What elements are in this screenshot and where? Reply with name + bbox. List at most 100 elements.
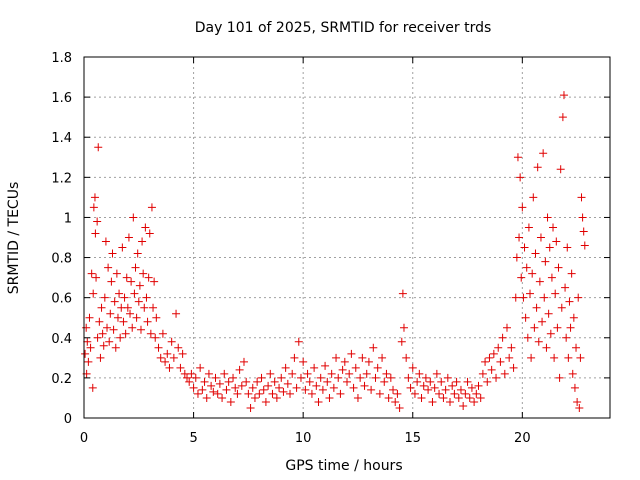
data-point	[539, 149, 548, 158]
data-point	[371, 373, 380, 382]
data-point	[562, 333, 571, 342]
data-point	[343, 377, 351, 386]
data-point	[174, 343, 183, 352]
data-point	[544, 309, 553, 318]
data-point	[147, 203, 156, 212]
data-point	[224, 377, 233, 386]
data-point	[316, 373, 325, 382]
data-point	[218, 393, 227, 402]
data-point	[169, 353, 178, 362]
data-point	[88, 383, 97, 392]
data-point	[577, 193, 586, 202]
data-point	[128, 323, 137, 332]
data-point	[132, 313, 141, 322]
data-point	[559, 91, 568, 100]
data-point	[524, 223, 533, 232]
data-point	[450, 389, 459, 398]
y-tick-label: 0.4	[51, 332, 72, 347]
data-point	[277, 373, 286, 382]
data-point	[426, 377, 435, 386]
data-point	[546, 329, 555, 338]
data-point	[119, 317, 128, 326]
data-point	[336, 389, 345, 398]
data-point	[446, 397, 455, 406]
data-point	[389, 385, 398, 394]
data-point	[492, 373, 501, 382]
data-point	[248, 383, 257, 392]
data-point	[472, 389, 481, 398]
data-point	[435, 389, 444, 398]
data-point	[140, 303, 149, 312]
data-point	[303, 369, 312, 378]
data-point	[549, 223, 558, 232]
data-point	[237, 381, 246, 390]
data-point	[410, 389, 419, 398]
data-point	[489, 349, 498, 358]
data-point	[113, 313, 122, 322]
data-point	[301, 385, 310, 394]
data-point	[576, 353, 585, 362]
data-point	[530, 323, 539, 332]
data-point	[552, 237, 561, 246]
data-point	[382, 369, 391, 378]
data-point	[146, 329, 155, 338]
data-point	[443, 373, 452, 382]
data-point	[239, 357, 248, 366]
x-tick-labels: 0 5 10 15 20	[80, 431, 531, 446]
data-point	[569, 313, 578, 322]
data-point	[138, 237, 147, 246]
data-point	[158, 329, 167, 338]
data-point	[299, 357, 308, 366]
y-tick-label: 1	[64, 211, 72, 226]
data-point	[167, 337, 176, 346]
data-point	[397, 337, 406, 346]
data-point	[439, 393, 448, 402]
data-point	[211, 373, 220, 382]
data-point	[540, 293, 549, 302]
data-point	[518, 203, 527, 212]
data-point	[275, 383, 284, 392]
data-point	[463, 377, 472, 386]
data-point	[566, 323, 575, 332]
data-point	[107, 277, 116, 286]
data-point	[121, 329, 130, 338]
data-point	[233, 389, 242, 398]
data-point	[268, 389, 277, 398]
data-point	[93, 217, 102, 226]
data-point	[207, 381, 216, 390]
data-point	[286, 389, 295, 398]
data-point	[551, 289, 560, 298]
data-point	[314, 397, 323, 406]
data-point	[567, 269, 576, 278]
data-point	[92, 273, 101, 282]
data-point	[459, 401, 468, 410]
data-point	[575, 403, 584, 412]
data-point	[93, 333, 102, 342]
x-tick-label: 15	[404, 431, 421, 446]
data-point	[165, 363, 174, 372]
data-point	[94, 143, 103, 152]
data-point	[547, 273, 556, 282]
data-point	[402, 353, 411, 362]
data-point	[99, 341, 108, 350]
data-point	[97, 303, 106, 312]
data-point	[89, 289, 98, 298]
data-point	[512, 253, 521, 262]
data-point	[494, 343, 503, 352]
chart-title: Day 101 of 2025, SRMTID for receiver trd…	[195, 20, 492, 36]
data-point	[96, 353, 105, 362]
data-point	[467, 383, 476, 392]
data-point	[417, 393, 426, 402]
data-point	[556, 165, 565, 174]
data-point	[103, 323, 112, 332]
data-point	[419, 381, 428, 390]
data-point	[384, 393, 393, 402]
data-point	[373, 363, 382, 372]
data-point	[565, 297, 574, 306]
axis-ticks	[83, 56, 610, 419]
data-point	[91, 229, 100, 238]
data-point	[112, 269, 121, 278]
data-point	[399, 323, 408, 332]
data-point	[246, 403, 255, 412]
data-point	[89, 203, 98, 212]
